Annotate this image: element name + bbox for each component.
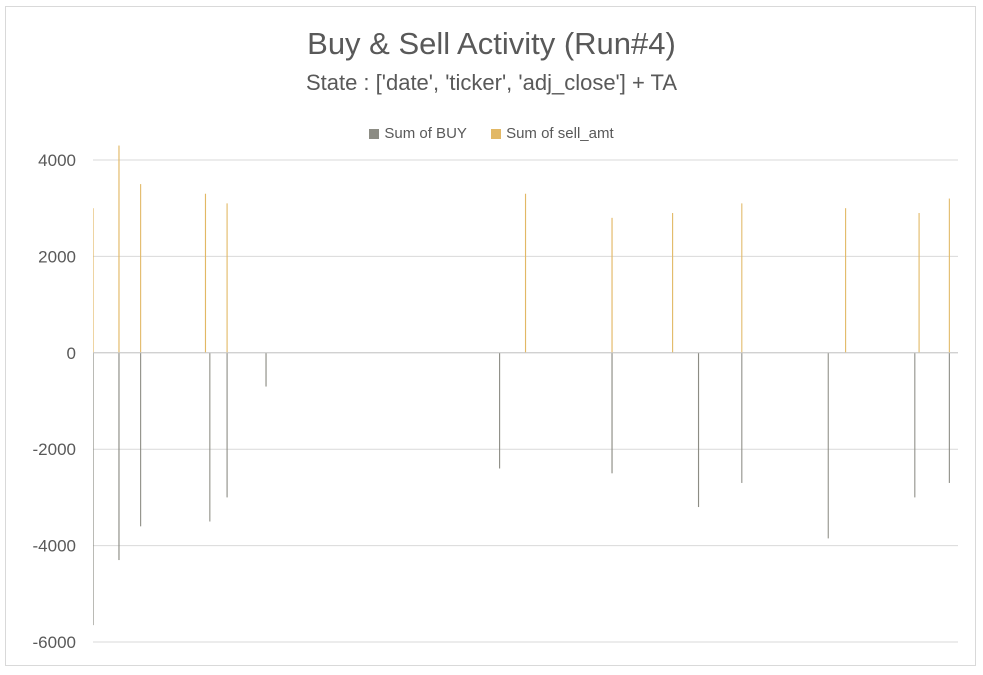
bar-buy: [914, 352, 915, 498]
bar-buy: [948, 352, 950, 483]
legend-swatch-sell: [491, 128, 502, 139]
bar-sell: [949, 198, 950, 353]
bar-buy: [697, 352, 699, 508]
bar-buy: [698, 352, 700, 508]
y-tick-label: 4000: [38, 151, 76, 170]
bar-buy: [499, 352, 500, 469]
bar-sell: [204, 193, 206, 353]
bar-buy: [612, 352, 613, 474]
bar-buy: [227, 352, 228, 498]
y-tick-label: -6000: [33, 633, 76, 652]
bar-buy: [118, 352, 120, 561]
bar-buy: [265, 352, 267, 387]
bar-sell: [227, 203, 228, 353]
legend-swatch-buy: [369, 128, 380, 139]
bar-sell: [524, 193, 526, 353]
chart-frame: [5, 6, 976, 666]
bar-buy: [209, 352, 210, 522]
bar-sell: [226, 203, 228, 353]
y-tick-label: 0: [67, 344, 76, 363]
bar-buy: [209, 352, 211, 522]
bar-sell: [672, 213, 674, 353]
bar-sell: [525, 193, 527, 353]
bar-buy: [611, 352, 613, 474]
y-tick-label: 2000: [38, 247, 76, 266]
bar-sell: [845, 208, 847, 353]
bar-buy: [827, 352, 829, 539]
legend-label-buy: Sum of BUY: [384, 125, 467, 142]
bar-buy: [741, 352, 742, 483]
chart-title: Buy & Sell Activity (Run#4): [307, 26, 676, 61]
bar-sell: [205, 193, 207, 353]
series-buy: [93, 352, 950, 626]
bar-sell: [918, 213, 920, 353]
bar-sell: [140, 184, 141, 353]
bar-sell: [919, 213, 920, 353]
legend-label-sell: Sum of sell_amt: [506, 125, 614, 142]
bar-buy: [140, 352, 142, 527]
bar-sell: [611, 217, 613, 353]
y-tick-label: -4000: [33, 537, 76, 556]
bar-sell: [948, 198, 950, 353]
y-tick-label: -2000: [33, 440, 76, 459]
bar-sell: [612, 217, 613, 353]
bar-sell: [118, 145, 120, 353]
chart-legend: Sum of BUY Sum of sell_amt: [0, 125, 983, 143]
bar-buy: [741, 352, 743, 483]
bar-buy: [828, 352, 829, 539]
chart-subtitle: State : ['date', 'ticker', 'adj_close'] …: [305, 70, 678, 95]
bar-buy: [118, 352, 120, 561]
legend-item-buy: Sum of BUY: [369, 125, 467, 142]
bar-buy: [226, 352, 228, 498]
bar-sell: [140, 184, 142, 353]
bar-buy: [93, 352, 94, 626]
bar-sell: [93, 208, 94, 353]
bar-sell: [672, 213, 673, 353]
bar-buy: [140, 352, 141, 527]
legend-item-sell: Sum of sell_amt: [491, 125, 614, 142]
bar-buy: [914, 352, 916, 498]
bar-sell: [741, 203, 742, 353]
bar-sell: [741, 203, 743, 353]
series-sell: [93, 145, 950, 353]
bar-buy: [499, 352, 501, 469]
bar-sell: [845, 208, 846, 353]
bar-buy: [949, 352, 950, 483]
bar-buy: [266, 352, 267, 387]
bar-sell: [118, 145, 120, 353]
